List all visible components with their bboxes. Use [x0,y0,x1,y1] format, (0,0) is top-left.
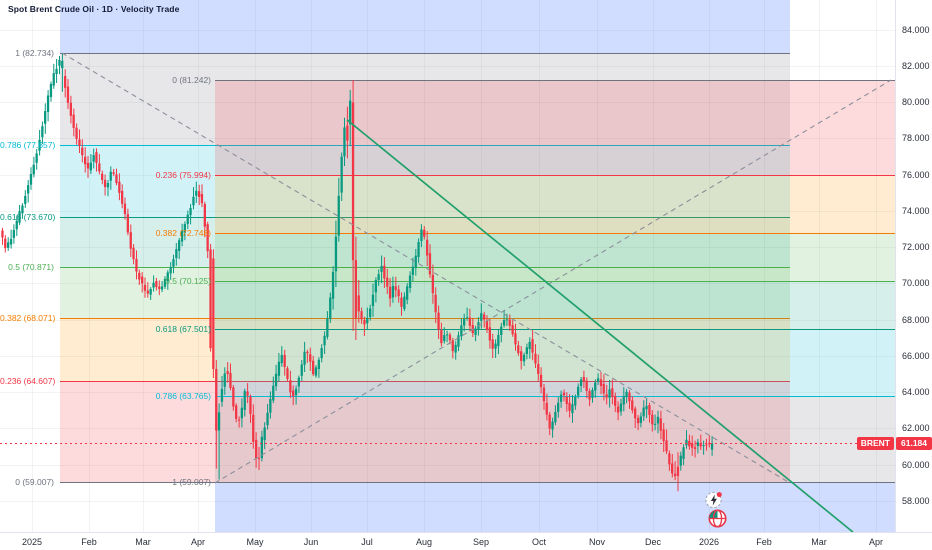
time-axis[interactable]: 2025 Feb Mar Apr May Jun Jul Aug Sep Oct Nov Dec 202… [0,532,932,550]
gridline-vertical [597,0,598,532]
gridline-horizontal [0,66,895,67]
fib-band [215,329,895,397]
fib-level-line-0.786[interactable] [215,396,895,397]
plot-area[interactable]: 1 (82.734) 0.786 (77.657) 0.618 (73.670) 0.… [0,0,896,532]
time-tick-label: Jun [303,537,319,547]
gridline-horizontal [0,465,895,466]
fib-band [215,175,895,234]
gridline-horizontal [0,501,895,502]
time-tick-label: Mar [135,537,151,547]
fib-band [215,233,895,282]
fib-level-line-0.618[interactable] [215,329,895,330]
price-tick-label: 60.000 [902,459,930,470]
time-tick-label: May [246,537,264,547]
fib-band [60,267,790,319]
chart-event-markers[interactable] [702,490,732,534]
gridline-vertical [89,0,90,532]
price-tick-label: 64.000 [902,387,930,397]
gridline-vertical [311,0,312,532]
price-axis[interactable]: 84.000 82.000 80.000 78.000 76.000 74.000 72.0… [896,0,932,532]
gridline-vertical [653,0,654,532]
price-tick-label: 80.000 [902,97,930,108]
symbol-title: Spot Brent Crude Oil · 1D · Velocity Tra… [8,4,180,14]
time-tick-label: Feb [756,537,772,547]
globe-event-icon[interactable] [707,508,728,529]
gridline-horizontal [0,102,895,103]
time-tick-label: Apr [190,537,206,547]
fib-level-line-0.382[interactable] [215,233,895,234]
gridline-vertical [198,0,199,532]
time-tick-label: Aug [415,537,433,547]
fib-level-line-0.786[interactable] [60,145,790,146]
fib-band [60,53,790,145]
time-tick-label: Nov [588,537,606,547]
price-tick-label: 62.000 [902,423,930,434]
gridline-vertical [876,0,877,532]
time-tick-label: Feb [81,537,97,547]
time-tick-label: 2025 [21,537,43,547]
alert-dot [716,492,722,498]
fib-level-line-0.5[interactable] [60,267,790,268]
fib-band [60,0,790,53]
last-price-symbol-badge: BRENT [856,437,894,451]
fib-level-line-0.5[interactable] [215,281,895,282]
fib-band [215,80,895,176]
fib-band [60,145,790,218]
fib-level-line-1[interactable] [215,482,895,483]
lightning-icon [710,494,717,506]
price-tick-label: 82.000 [902,60,930,71]
gridline-vertical [709,0,710,532]
fib-band [60,381,790,483]
flash-event-icon[interactable] [704,490,724,510]
gridline-horizontal [0,428,895,429]
price-tick-label: 58.000 [902,495,930,506]
gridline-vertical [819,0,820,532]
fib-level-line-0.618[interactable] [60,217,790,218]
time-tick-label: 2026 [698,537,720,547]
gridline-horizontal [0,138,895,139]
time-tick-label: Mar [811,537,827,547]
gridline-vertical [367,0,368,532]
gridline-horizontal [0,392,895,393]
fib-level-line-0.382[interactable] [60,318,790,319]
gridline-horizontal [0,30,895,31]
gridline-horizontal [0,211,895,212]
fib1-anchor-trendline[interactable] [61,52,791,484]
fib-level-line-1[interactable] [60,53,790,54]
fib-level-line-0.236[interactable] [215,175,895,176]
fib-level-line-0[interactable] [215,80,895,81]
price-tick-label: 66.000 [902,350,930,361]
fib-band [215,482,895,532]
price-tick-label: 78.000 [902,133,930,144]
price-tick-label: 84.000 [902,24,930,35]
last-price-value-badge: 61.184 [896,437,932,451]
time-tick-label: Jul [361,537,373,547]
gridline-vertical [424,0,425,532]
gridline-vertical [481,0,482,532]
price-tick-label: 74.000 [902,205,930,216]
fib-level-line-0.236[interactable] [60,381,790,382]
price-tick-label: 72.000 [902,242,930,253]
gridline-vertical [143,0,144,532]
gridline-vertical [764,0,765,532]
price-tick-label: 68.000 [902,314,930,325]
gridline-horizontal [0,283,895,284]
gridline-vertical [32,0,33,532]
gridline-horizontal [0,356,895,357]
time-tick-label: Sep [472,537,490,547]
time-tick-label: Dec [644,537,662,547]
time-tick-label: Apr [868,537,884,547]
gridline-horizontal [0,247,895,248]
gridline-vertical [539,0,540,532]
price-tick-label: 76.000 [902,169,930,180]
downtrend-line[interactable] [346,119,854,532]
candlestick-layer [0,52,895,532]
gridline-vertical [255,0,256,532]
time-tick-label: Oct [531,537,547,547]
symbol-legend[interactable]: Spot Brent Crude Oil · 1D · Velocity Tra… [8,4,179,14]
price-tick-label: 70.000 [902,278,930,289]
gridline-horizontal [0,320,895,321]
